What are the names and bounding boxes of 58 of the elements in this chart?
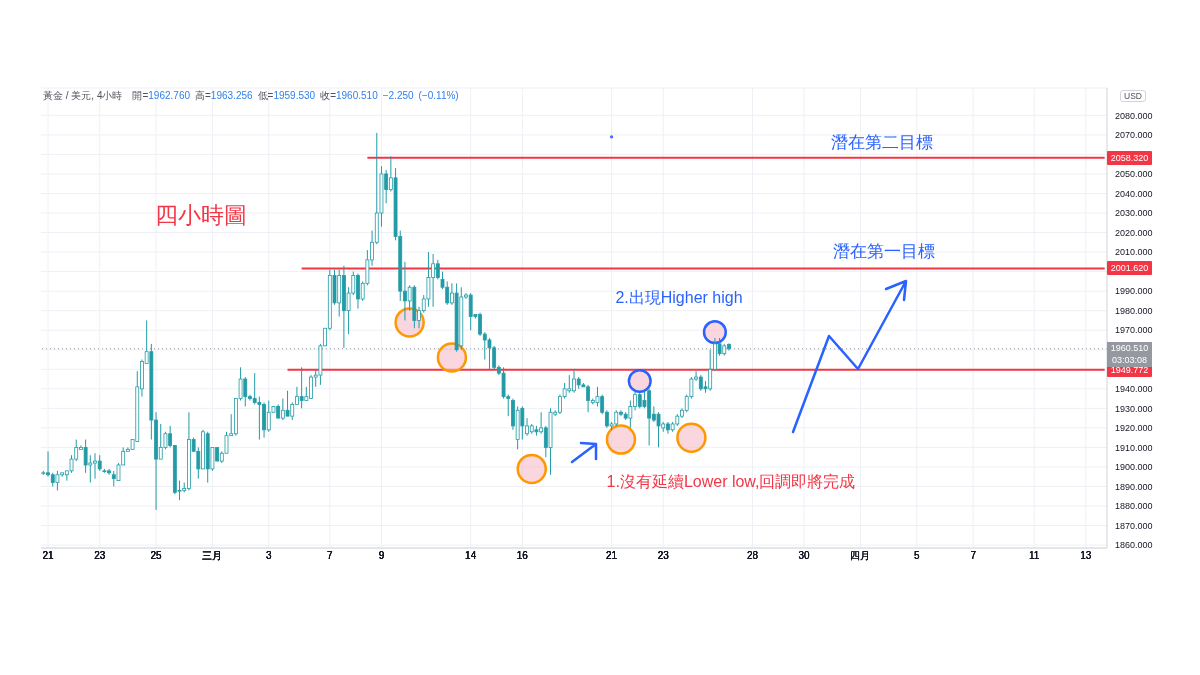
x-tick-label: 21 [606, 550, 618, 562]
x-tick-label: 7 [327, 550, 334, 562]
annotation: 1.沒有延續Lower low,回調即將完成 [606, 472, 856, 492]
y-tick-label: 2050.000 [1115, 169, 1153, 180]
annotation: 潛在第二目標 [831, 133, 933, 153]
y-tick-label: 1990.000 [1115, 286, 1153, 297]
y-tick-label: 2010.000 [1115, 247, 1153, 258]
x-tick-label: 7 [970, 550, 977, 562]
x-tick-label: 13 [1080, 550, 1092, 562]
candlestick [501, 366, 506, 400]
y-axis-title: USD [1120, 90, 1146, 102]
y-tick-label: 2080.000 [1115, 110, 1153, 121]
ref-line-label: 1960.510 [1109, 341, 1150, 354]
y-tick-label: 1980.000 [1115, 305, 1153, 316]
y-tick-label: 1870.000 [1115, 520, 1153, 531]
x-tick-label: 23 [657, 550, 670, 562]
x-tick-label: 30 [798, 550, 811, 562]
x-tick-label: 9 [378, 550, 385, 562]
y-tick-label: 2020.000 [1115, 227, 1153, 238]
y-tick-label: 2070.000 [1115, 130, 1153, 141]
y-tick-label: 1910.000 [1115, 442, 1153, 453]
x-tick-label: 23 [94, 550, 106, 562]
text: 開=1962.760 高=1963.256 低=1959.530 收=1960.510 −2.250 (−0.11%) [132, 90, 459, 101]
data-label: 1949.772 [1107, 362, 1152, 377]
y-tick-label: 1920.000 [1115, 423, 1153, 434]
candlestick [426, 251, 431, 308]
candlestick [285, 390, 290, 417]
y-tick-label: 1900.000 [1115, 462, 1153, 473]
candlestick [656, 411, 661, 448]
annotation: 四小時圖 [155, 201, 247, 229]
x-tick-label: 14 [465, 550, 477, 562]
x-tick-label: 21 [42, 550, 55, 562]
x-tick-label: 四月 [850, 550, 871, 562]
annotation: 潛在第一目標 [833, 242, 935, 262]
x-tick-label: 16 [516, 550, 529, 562]
candlestick [257, 396, 262, 441]
y-tick-label: 1880.000 [1115, 501, 1153, 512]
annotation: 2.出現Higher high [615, 288, 743, 308]
y-tick-label: 2040.000 [1115, 188, 1153, 199]
x-tick-label: 3 [265, 550, 272, 562]
candlestick [454, 282, 459, 353]
x-tick-label: 11 [1029, 550, 1040, 562]
y-tick-label: 1970.000 [1115, 325, 1153, 336]
data-label: 2058.320 [1107, 150, 1152, 165]
y-tick-label: 2030.000 [1115, 208, 1153, 219]
chart-title: 黃金 / 美元, 4小時 [43, 90, 123, 101]
x-tick-label: 25 [150, 550, 163, 562]
y-tick-label: 1940.000 [1115, 384, 1153, 394]
data-label: 2001.620 [1107, 261, 1152, 276]
y-tick-label: 1930.000 [1115, 403, 1153, 414]
candlestick [548, 407, 553, 476]
x-tick-label: 三月 [202, 550, 223, 562]
candlestick [487, 337, 492, 370]
x-tick-label: 5 [914, 550, 921, 562]
x-tick-label: 28 [746, 550, 759, 562]
candlestick [299, 366, 304, 409]
y-tick-label: 1890.000 [1115, 481, 1153, 492]
y-tick-label: 1860.000 [1115, 540, 1153, 551]
